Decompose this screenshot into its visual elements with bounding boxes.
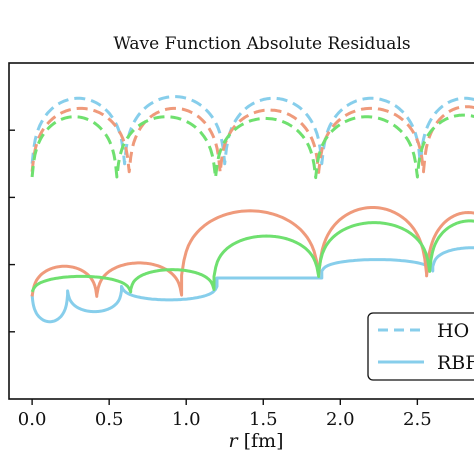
- x-tick-label: 0.5: [95, 409, 124, 430]
- series-line-5: [30, 219, 474, 294]
- series-line-0: [30, 95, 474, 166]
- x-tick-label: 2.5: [403, 409, 432, 430]
- x-tick-label: 2.0: [326, 409, 355, 430]
- series-line-2: [30, 113, 474, 180]
- legend-label-rbf: RBF: [437, 352, 474, 374]
- x-tick-label: 0.0: [18, 409, 47, 430]
- x-tick-label: 1.5: [249, 409, 278, 430]
- plot-frame: [8, 62, 474, 400]
- x-axis-label: r [fm]: [229, 430, 284, 452]
- series-line-4: [30, 206, 474, 298]
- chart-title: Wave Function Absolute Residuals: [113, 34, 410, 54]
- y-axis: [9, 129, 15, 333]
- legend: HO RBF: [367, 312, 474, 381]
- legend-label-ho: HO: [437, 320, 469, 342]
- series-line-1: [30, 105, 474, 174]
- series-line-3: [30, 246, 474, 324]
- x-tick-label: 1.0: [172, 409, 201, 430]
- series-layer: [30, 95, 474, 324]
- x-axis: 0.0 0.5 1.0 1.5 2.0 2.5: [18, 399, 432, 430]
